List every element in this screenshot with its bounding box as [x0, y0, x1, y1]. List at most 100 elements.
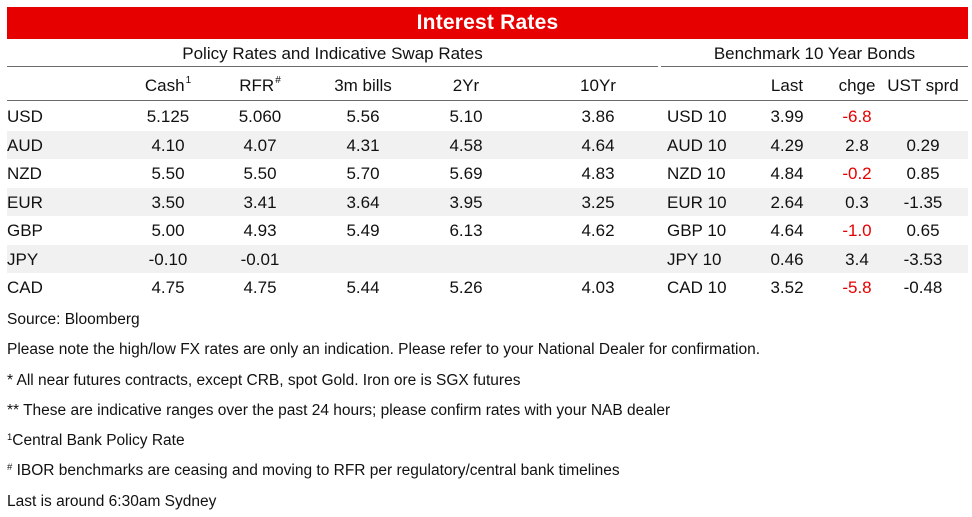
table-row: GBP 5.00 4.93 5.49 6.13 4.62 GBP 10 4.64 -1.0 0.6… [7, 216, 968, 245]
bond-name-cell: AUD 10 [667, 135, 727, 155]
currency-cell: CAD [7, 278, 43, 297]
bond-change-cell: 2.8 [845, 135, 869, 155]
currency-cell: NZD [7, 164, 42, 183]
bond-last-cell: 4.84 [770, 164, 804, 183]
column-header-2yr: 2Yr [452, 76, 480, 95]
table-row: AUD 4.10 4.07 4.31 4.58 4.64 AUD 10 4.29 2.8 0.29 [7, 130, 968, 159]
rfr-rate-cell: 4.07 [243, 135, 277, 155]
rfr-rate-cell: 4.75 [243, 278, 277, 297]
currency-cell: GBP [7, 221, 43, 240]
ibor-footnote-mark: # [7, 462, 13, 474]
ten-year-swap-cell [548, 245, 648, 274]
bond-name-cell: GBP 10 [667, 221, 727, 240]
ust-spread-cell [873, 102, 972, 131]
bond-last-cell: 3.52 [770, 278, 804, 297]
bond-change-cell: -1.0 [842, 221, 872, 240]
currency-cell: JPY [7, 249, 39, 269]
last-time-note: Last is around 6:30am Sydney [7, 492, 217, 510]
table-title: Interest Rates [7, 7, 968, 39]
two-year-swap-cell [416, 245, 516, 274]
ten-year-swap-cell: 4.64 [581, 135, 615, 155]
header-divider [7, 100, 968, 101]
cash-rate-cell: 4.75 [151, 278, 185, 297]
two-year-swap-cell: 5.10 [449, 107, 483, 126]
rfr-rate-cell: 5.060 [238, 107, 282, 126]
ust-spread-cell: 0.29 [906, 135, 940, 155]
cash-rate-cell: 4.10 [151, 135, 185, 155]
cash-rate-cell: 5.00 [151, 221, 185, 240]
cash-header-label: Cash [144, 76, 185, 95]
ten-year-swap-cell: 3.25 [581, 192, 615, 212]
column-header-rfr: RFR# [210, 72, 310, 100]
ust-spread-cell: 0.85 [906, 164, 940, 183]
policy-rate-footnote-text: Central Bank Policy Rate [12, 432, 185, 450]
bond-change-cell: -5.8 [842, 278, 872, 297]
two-year-swap-cell: 4.58 [449, 135, 483, 155]
bills-rate-cell: 5.56 [346, 107, 380, 126]
table-row: CAD 4.75 4.75 5.44 5.26 4.03 CAD 10 3.52 -5.8 -0.… [7, 273, 968, 302]
bond-name-cell: EUR 10 [667, 192, 727, 212]
column-header-10yr: 10Yr [580, 76, 616, 95]
column-header-3m-bills: 3m bills [334, 76, 392, 95]
bills-rate-cell [313, 245, 413, 274]
bond-name-cell: CAD 10 [667, 278, 727, 297]
currency-cell: AUD [7, 135, 43, 155]
column-header-ust-sprd: UST sprd [887, 76, 959, 95]
ust-spread-cell: -1.35 [903, 192, 943, 212]
table-row: NZD 5.50 5.50 5.70 5.69 4.83 NZD 10 4.84 -0.2 0.8… [7, 159, 968, 188]
ibor-footnote-text: IBOR benchmarks are ceasing and moving t… [12, 462, 620, 480]
rfr-header-label: RFR [239, 76, 275, 95]
column-header-chge: chge [838, 76, 876, 95]
two-year-swap-cell: 6.13 [449, 221, 483, 240]
ranges-note: ** These are indicative ranges over the … [7, 401, 671, 419]
cash-footnote-mark: 1 [185, 75, 192, 86]
rfr-rate-cell: 3.41 [243, 192, 277, 212]
table-row: JPY -0.10 -0.01 JPY 10 0.46 3.4 -3.53 [7, 244, 968, 274]
bond-change-cell: -6.8 [842, 107, 872, 126]
ten-year-swap-cell: 4.03 [581, 278, 615, 297]
policy-rate-footnote-mark: 1 [7, 432, 13, 444]
bond-change-cell: 0.3 [845, 192, 869, 212]
bills-rate-cell: 3.64 [346, 192, 380, 212]
ust-spread-cell: -0.48 [903, 278, 943, 297]
bond-last-cell: 3.99 [770, 107, 804, 126]
policy-rate-footnote: 1Central Bank Policy Rate [7, 426, 968, 456]
ten-year-swap-cell: 3.86 [581, 107, 615, 126]
futures-note: * All near futures contracts, except CRB… [7, 371, 521, 389]
ust-spread-cell: 0.65 [906, 221, 940, 240]
bond-change-cell: 3.4 [845, 249, 869, 269]
two-year-swap-cell: 5.69 [449, 164, 483, 183]
two-year-swap-cell: 5.26 [449, 278, 483, 297]
two-year-swap-cell: 3.95 [449, 192, 483, 212]
column-header-cash: Cash1 [118, 72, 218, 100]
bills-rate-cell: 4.31 [346, 135, 380, 155]
bond-name-cell: JPY 10 [667, 249, 722, 269]
bond-change-cell: -0.2 [842, 164, 872, 183]
bond-last-cell: 4.64 [770, 221, 804, 240]
rfr-rate-cell: -0.01 [240, 249, 280, 269]
cash-rate-cell: 3.50 [151, 192, 185, 212]
rfr-rate-cell: 5.50 [243, 164, 277, 183]
bond-name-cell: USD 10 [667, 107, 727, 126]
ibor-footnote: # IBOR benchmarks are ceasing and moving… [7, 456, 968, 486]
bond-last-cell: 0.46 [770, 249, 804, 269]
cash-rate-cell: 5.125 [146, 107, 190, 126]
table-row: EUR 3.50 3.41 3.64 3.95 3.25 EUR 10 2.64 0.3 -1.3… [7, 187, 968, 216]
bond-name-cell: NZD 10 [667, 164, 726, 183]
ten-year-swap-cell: 4.83 [581, 164, 615, 183]
footnotes: Source: Bloomberg Please note the high/l… [7, 305, 968, 517]
bond-last-cell: 2.64 [770, 192, 804, 212]
table-row: USD 5.125 5.060 5.56 5.10 3.86 USD 10 3.99 -6.8 [7, 102, 968, 131]
rfr-footnote-mark: # [275, 75, 281, 86]
column-header-last: Last [770, 76, 804, 95]
bills-rate-cell: 5.44 [346, 278, 380, 297]
source-note: Source: Bloomberg [7, 311, 140, 328]
ten-year-swap-cell: 4.62 [581, 221, 615, 240]
bonds-group-header: Benchmark 10 Year Bonds [661, 40, 968, 67]
bond-last-cell: 4.29 [770, 135, 804, 155]
cash-rate-cell: -0.10 [148, 249, 188, 269]
ust-spread-cell: -3.53 [903, 249, 943, 269]
rfr-rate-cell: 4.93 [243, 221, 277, 240]
policy-rates-group-header: Policy Rates and Indicative Swap Rates [7, 40, 658, 67]
fx-disclaimer-note: Please note the high/low FX rates are on… [7, 341, 761, 359]
